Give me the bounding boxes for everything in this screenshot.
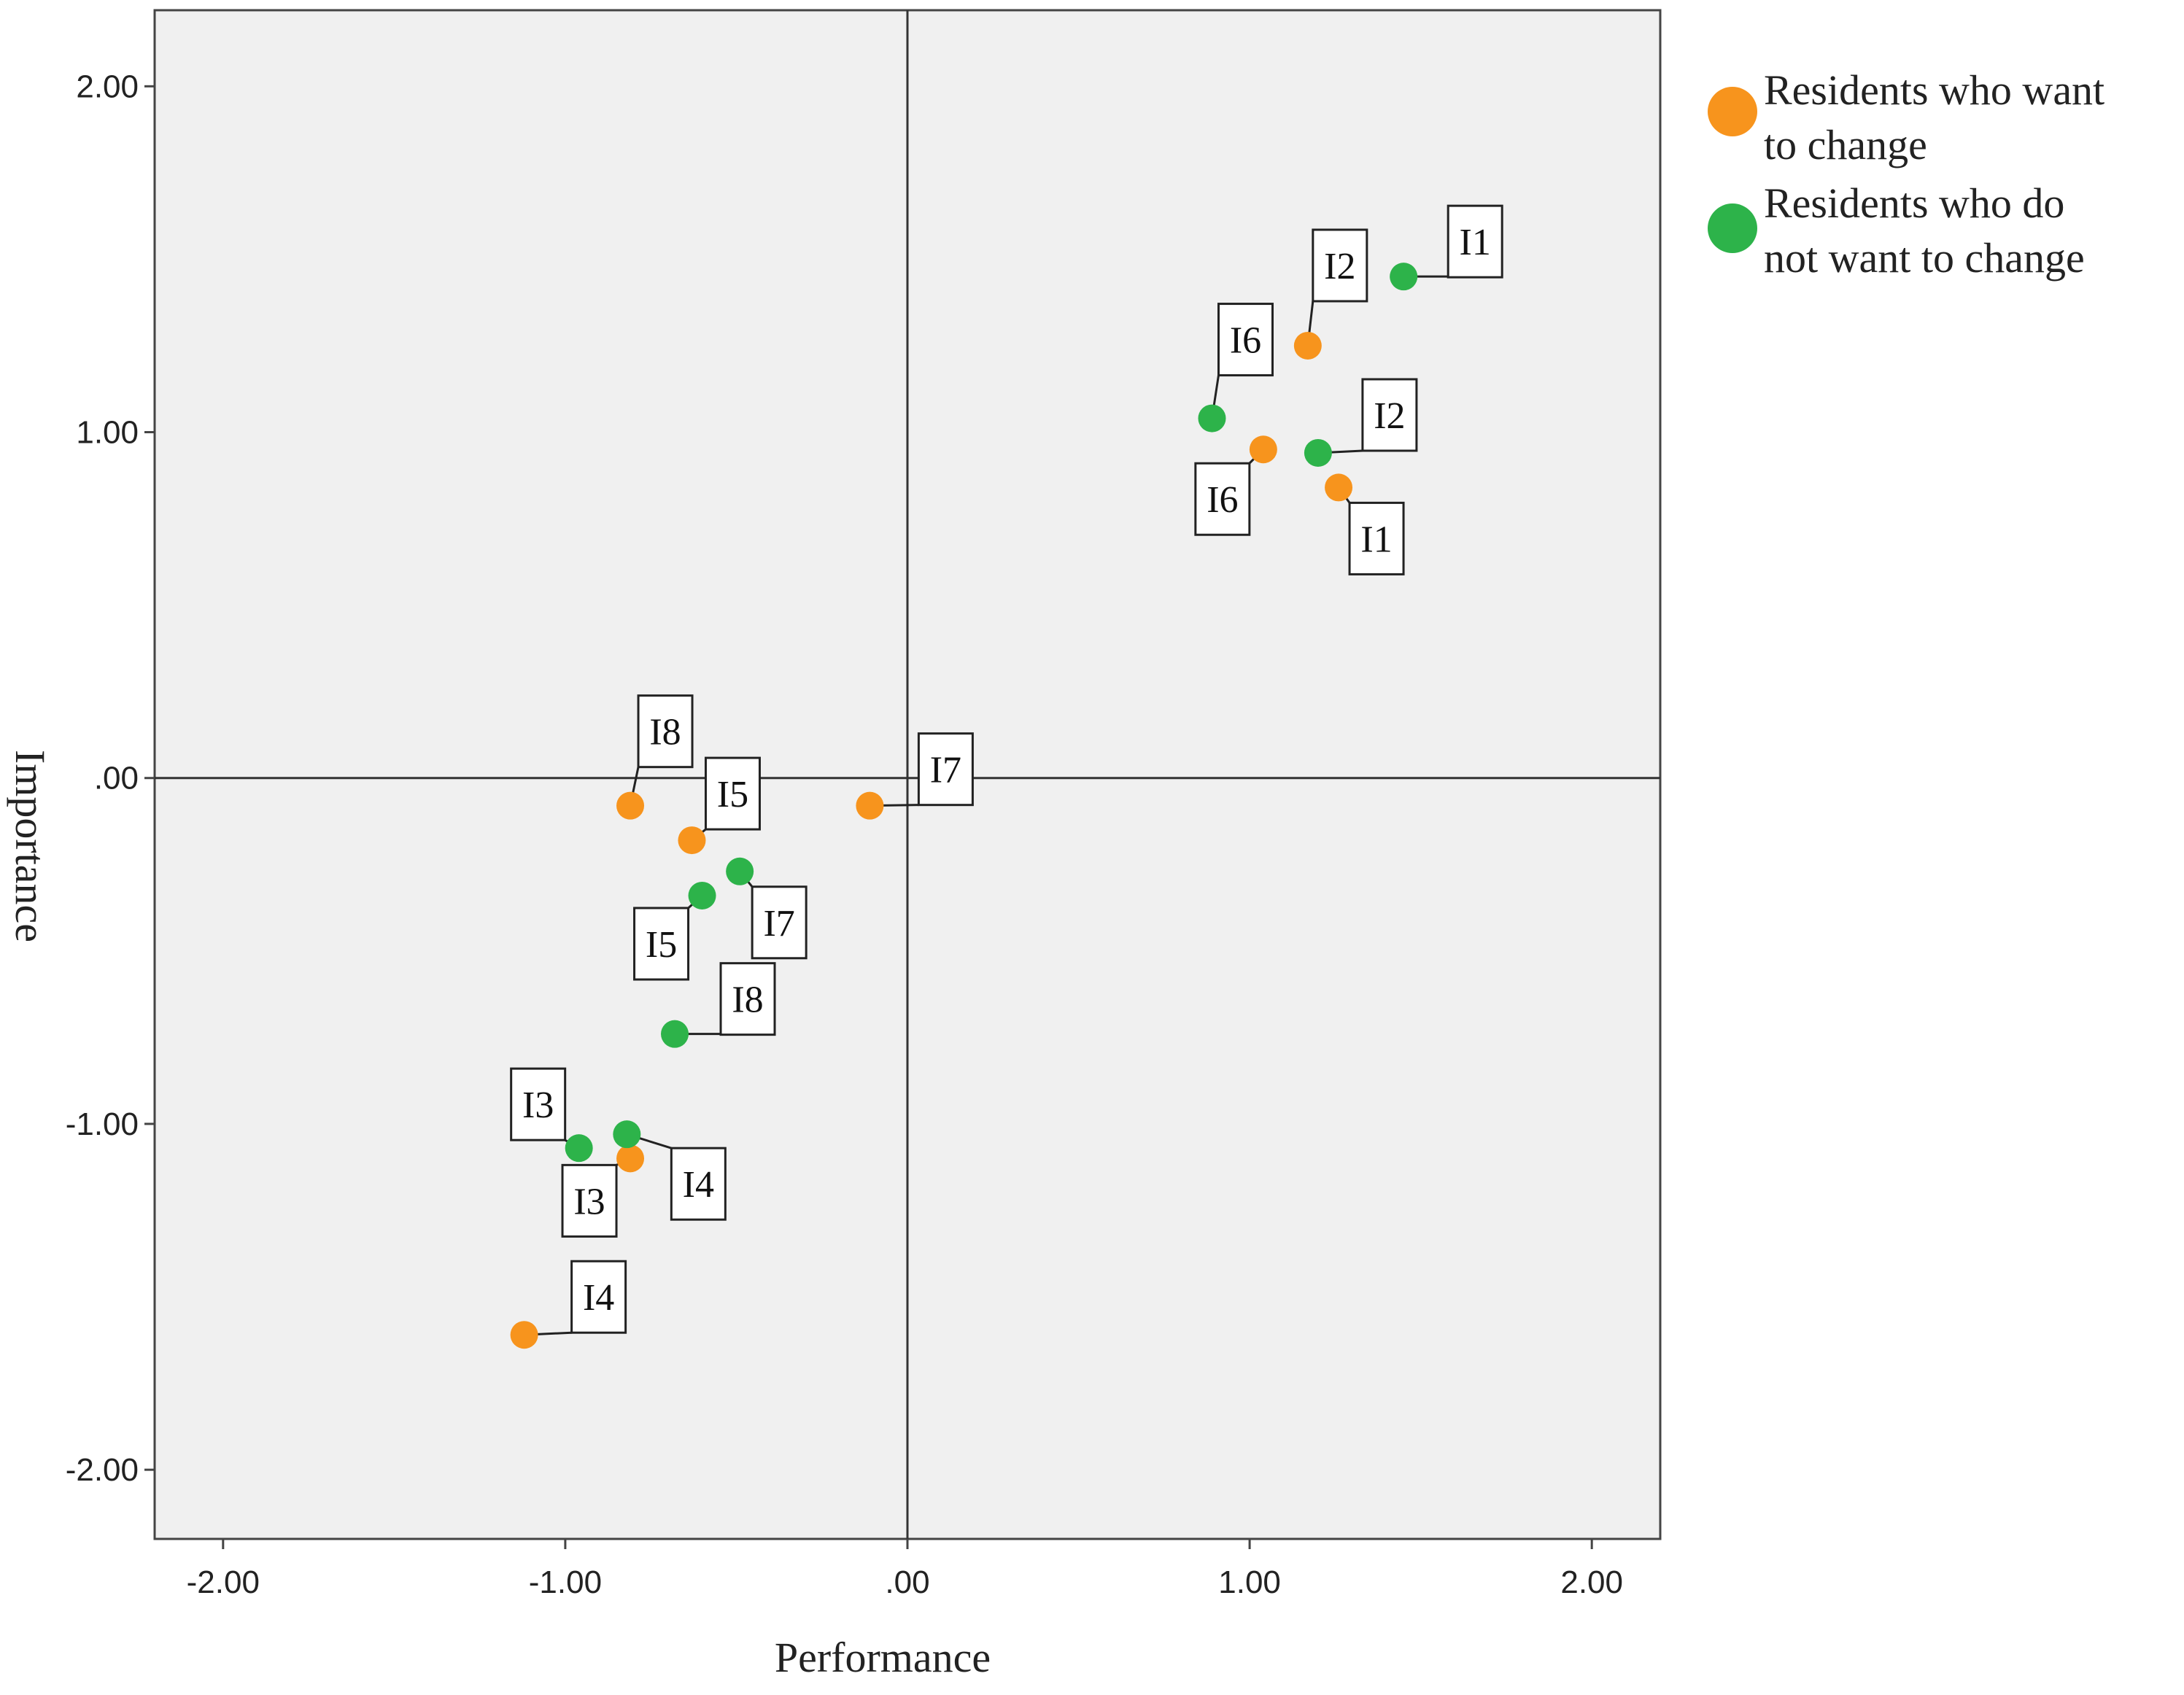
point-label-text: I5 [646, 924, 677, 966]
point-label-box [633, 907, 690, 981]
legend-label-want-change-line1: Residents who want [1764, 66, 2104, 114]
data-point [661, 1020, 689, 1048]
point-label-box [719, 962, 776, 1036]
x-axis-title: Performance [775, 1634, 991, 1681]
point-label: I2 [1312, 228, 1368, 303]
data-point [1390, 263, 1418, 291]
data-point [510, 1321, 538, 1349]
point-label-box [561, 1163, 618, 1238]
data-point [565, 1134, 593, 1163]
point-label: I6 [1217, 303, 1274, 377]
x-tick-label: -2.00 [187, 1564, 260, 1600]
point-label-text: I8 [732, 980, 763, 1021]
point-label: I8 [719, 962, 776, 1036]
point-label-box [1312, 228, 1368, 303]
x-tick-label: 2.00 [1560, 1564, 1623, 1600]
legend-label-want-change-line2: to change [1764, 121, 1927, 168]
point-label-text: I7 [763, 903, 794, 945]
point-label: I4 [670, 1147, 727, 1221]
point-label-text: I7 [930, 750, 961, 791]
point-label: I7 [917, 732, 974, 807]
legend-label-not-want-change-line2: not want to change [1764, 234, 2085, 282]
point-label-box [704, 756, 761, 831]
point-label-text: I1 [1460, 222, 1491, 263]
point-label: I4 [570, 1260, 627, 1334]
point-label-box [637, 694, 694, 769]
point-label: I5 [633, 907, 690, 981]
point-label-text: I3 [522, 1085, 554, 1126]
point-label-box [1348, 501, 1405, 575]
point-label-text: I6 [1207, 479, 1238, 521]
x-tick-label: .00 [885, 1564, 929, 1600]
point-label-box [1361, 378, 1418, 452]
point-label-box [1447, 204, 1503, 279]
point-label: I3 [510, 1067, 567, 1141]
y-tick-label: .00 [94, 761, 139, 796]
point-label: I3 [561, 1163, 618, 1238]
point-label-box [1194, 462, 1251, 536]
point-label-text: I2 [1324, 246, 1355, 287]
y-axis-title: Importance [7, 750, 54, 942]
data-point [1304, 438, 1332, 467]
point-label-text: I6 [1230, 320, 1261, 362]
y-tick-label: -1.00 [66, 1106, 139, 1142]
x-tick-label: 1.00 [1218, 1564, 1281, 1600]
data-point [1198, 404, 1226, 433]
point-label-box [510, 1067, 567, 1141]
data-point [688, 881, 716, 909]
point-label-text: I3 [573, 1181, 605, 1222]
data-points [510, 263, 1418, 1349]
legend-marker-want-change [1708, 87, 1757, 136]
point-label: I5 [704, 756, 761, 831]
point-label-box [1217, 303, 1274, 377]
point-label-box [670, 1147, 727, 1221]
data-point [1293, 331, 1322, 360]
x-tick-label: -1.00 [529, 1564, 602, 1600]
y-tick-label: 1.00 [76, 415, 139, 451]
point-label: I1 [1348, 501, 1405, 575]
data-point [1249, 435, 1277, 464]
point-label: I1 [1447, 204, 1503, 279]
point-label-box [751, 885, 808, 960]
y-tick-label: -2.00 [66, 1452, 139, 1488]
reference-lines [155, 10, 1660, 1539]
point-label: I2 [1361, 378, 1418, 452]
data-point [856, 791, 884, 820]
legend-label-not-want-change-line1: Residents who do [1764, 179, 2064, 227]
point-label-box [570, 1260, 627, 1334]
data-point [616, 1144, 645, 1173]
legend: Residents who want to change Residents w… [1708, 66, 2104, 282]
legend-marker-not-want-change [1708, 203, 1757, 253]
point-label: I8 [637, 694, 694, 769]
point-label: I6 [1194, 462, 1251, 536]
point-label: I7 [751, 885, 808, 960]
data-point [616, 791, 645, 820]
axis-ticks: -2.00 -1.00 .00 1.00 2.00 -2.00 -1.00 .00 1.00 2.… [66, 69, 1623, 1600]
data-point [1325, 473, 1353, 502]
data-point [678, 826, 706, 855]
point-label-box [917, 732, 974, 807]
point-label-text: I4 [683, 1164, 714, 1206]
point-label-text: I8 [649, 712, 681, 753]
point-label-text: I5 [717, 774, 748, 815]
point-label-text: I1 [1360, 519, 1392, 560]
y-tick-label: 2.00 [76, 69, 139, 104]
point-label-text: I2 [1374, 395, 1405, 437]
data-point [613, 1120, 641, 1149]
data-point [726, 857, 754, 885]
point-label-text: I4 [583, 1277, 614, 1319]
